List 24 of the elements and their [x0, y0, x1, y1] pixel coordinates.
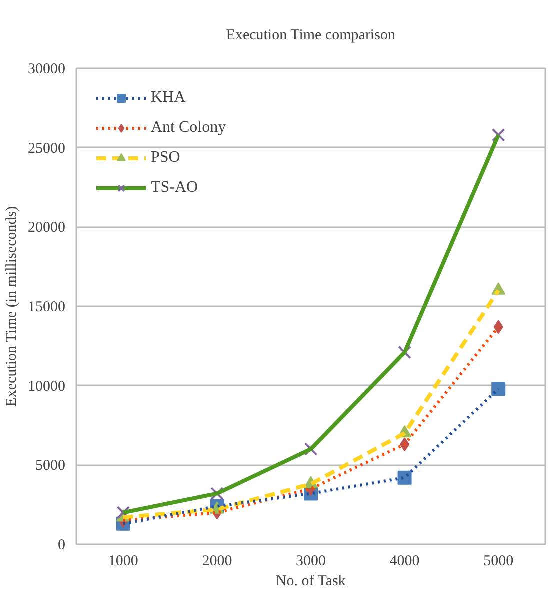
- y-tick-label: 25000: [28, 140, 66, 157]
- y-tick-label: 0: [58, 538, 66, 554]
- legend-label: TS-AO: [151, 179, 198, 197]
- y-tick-label: 20000: [28, 220, 66, 236]
- point: [492, 382, 506, 396]
- legend-label: PSO: [151, 149, 180, 167]
- y-tick-label: 5000: [36, 458, 66, 474]
- x-tick-label: 1000: [108, 554, 138, 570]
- point: [492, 128, 506, 142]
- y-tick-label: 10000: [28, 378, 66, 395]
- y-axis-title: Execution Time (in milliseconds): [4, 206, 20, 407]
- chart-title: Execution Time comparison: [226, 28, 396, 44]
- x-tick-label: 4000: [390, 554, 420, 570]
- legend-label: KHA: [151, 89, 186, 107]
- point: [398, 470, 412, 485]
- point: [116, 506, 130, 520]
- x-tick-label: 3000: [296, 554, 326, 570]
- point: [210, 487, 224, 500]
- legend-label: Ant Colony: [151, 119, 226, 137]
- y-tick-label: 30000: [28, 62, 66, 78]
- x-tick-label: 2000: [202, 554, 232, 570]
- x-axis-title: No. of Task: [276, 574, 346, 590]
- y-tick-label: 15000: [28, 300, 66, 316]
- x-tick-label: 5000: [484, 554, 514, 570]
